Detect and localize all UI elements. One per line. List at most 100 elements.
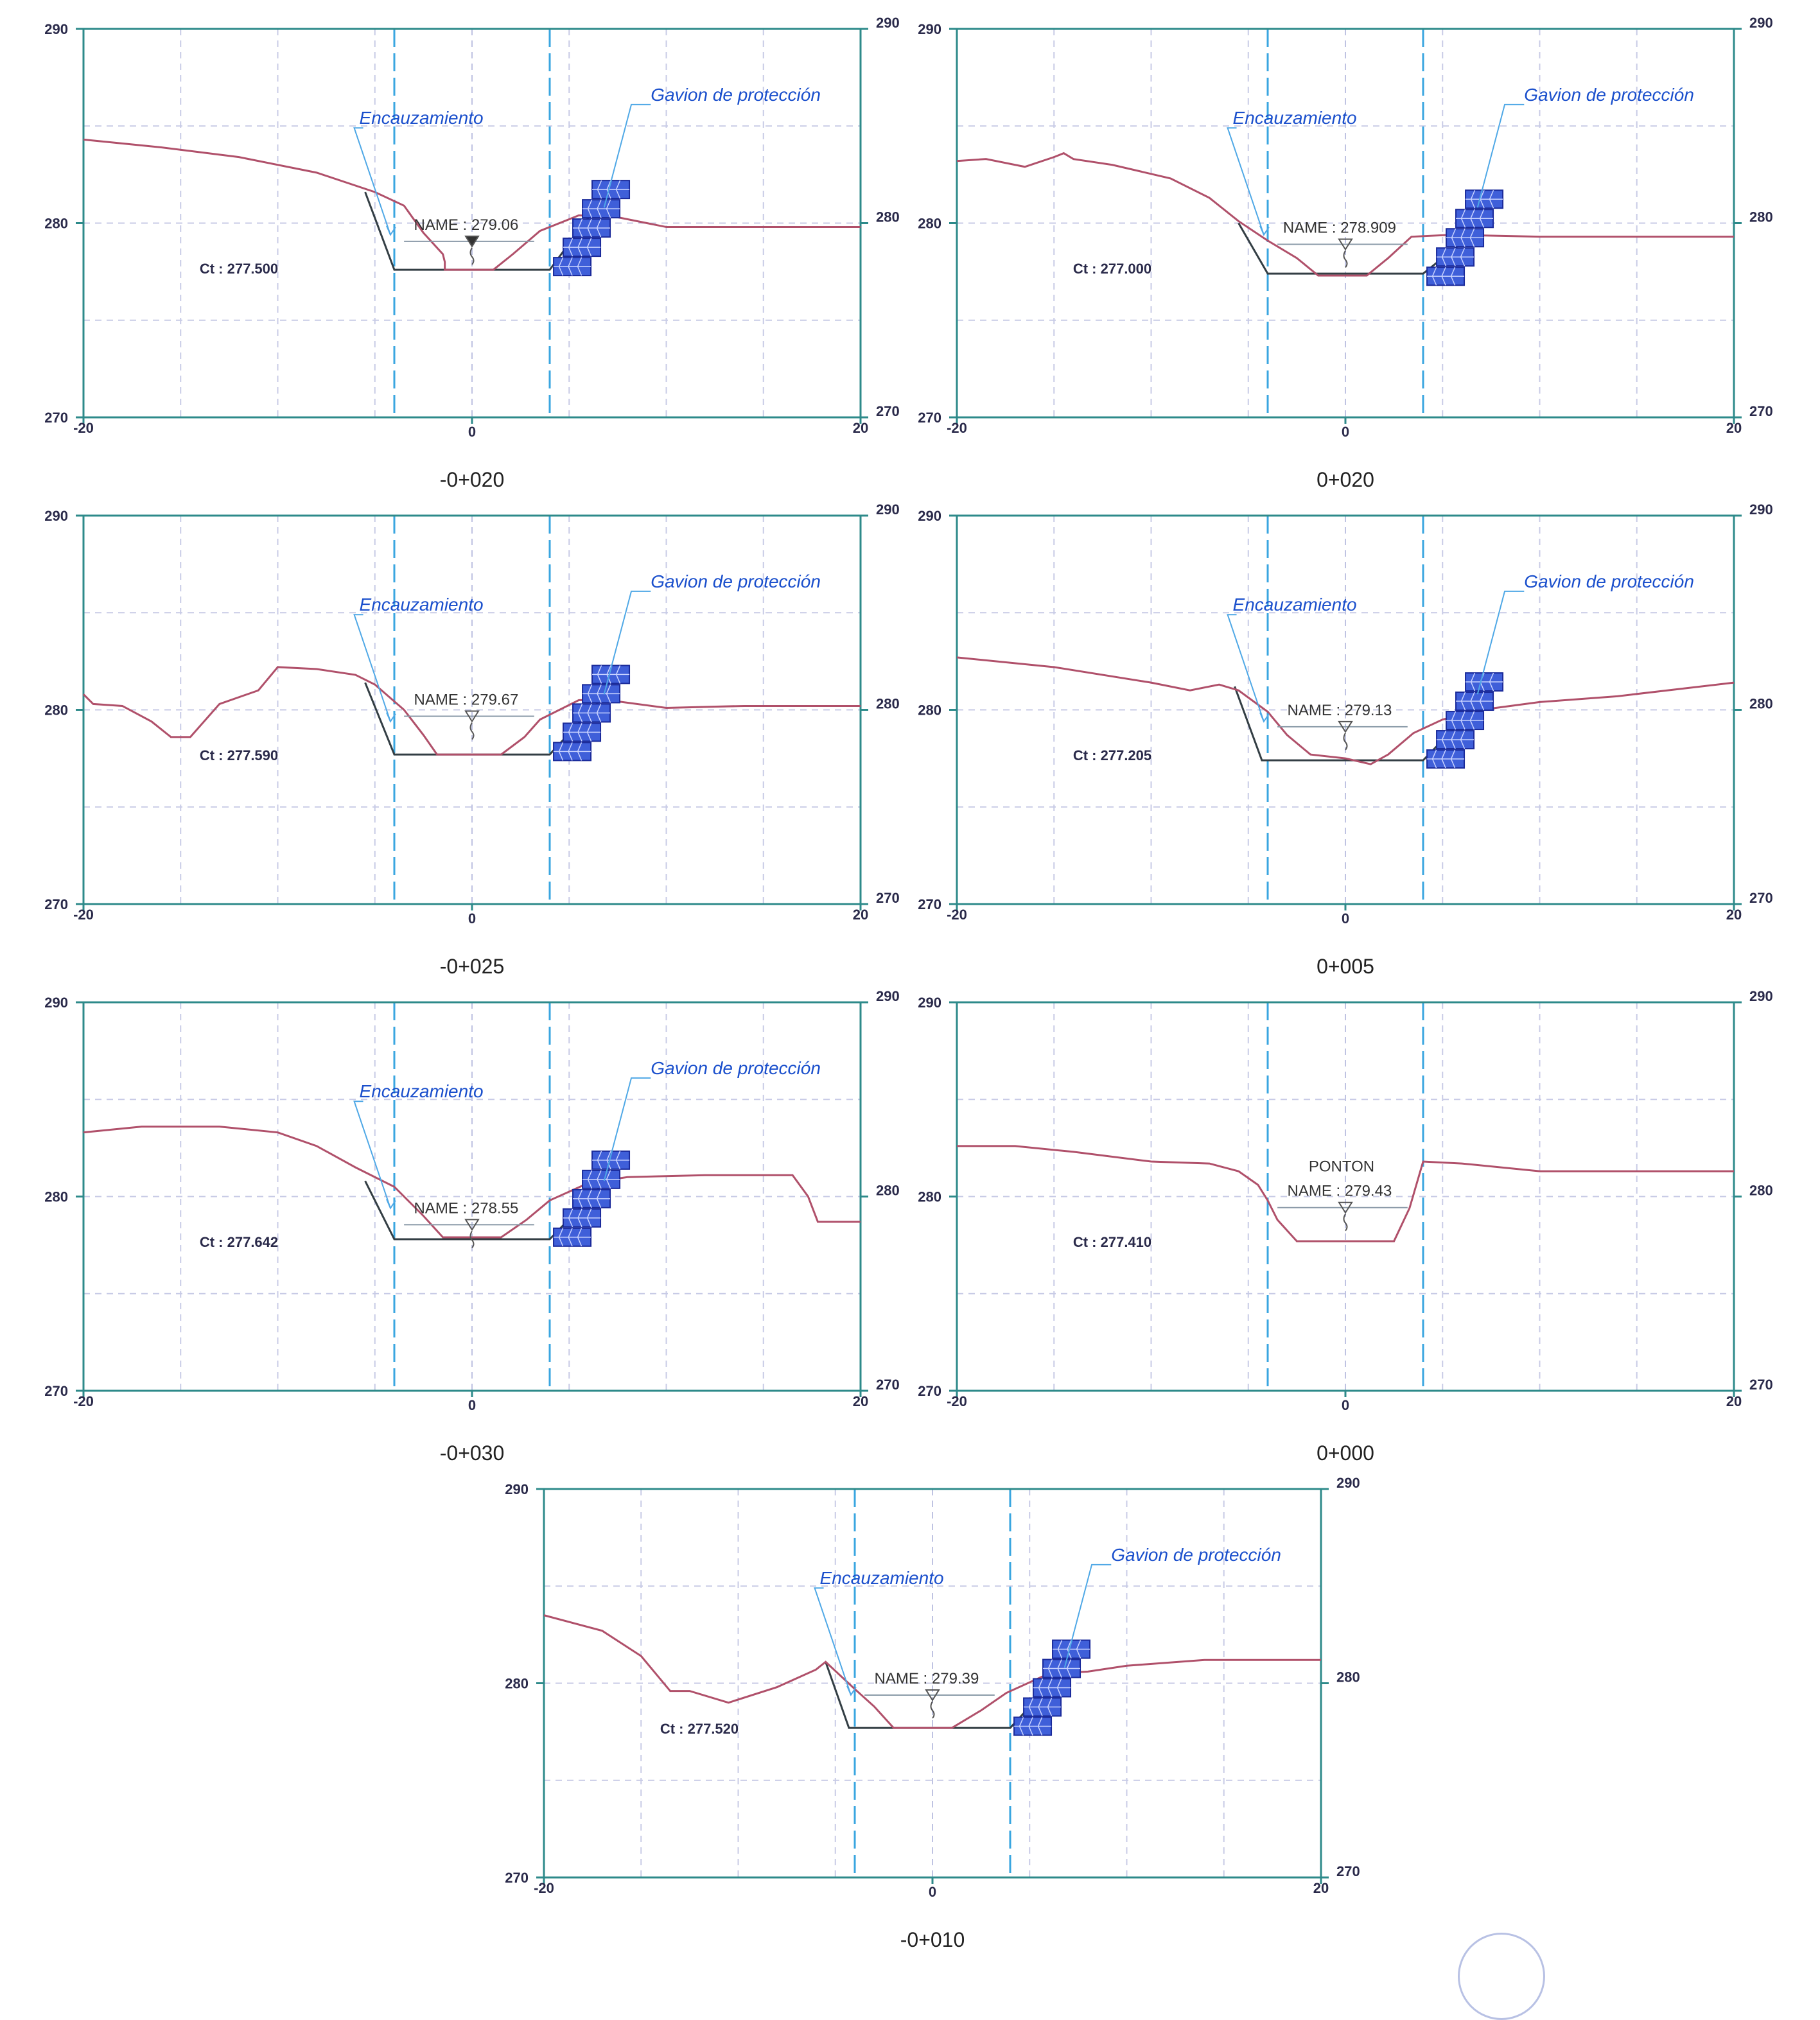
gabion-block [563, 1208, 602, 1228]
x-tick-label: 20 [1726, 907, 1742, 923]
arrow-head-icon [386, 225, 396, 236]
gabion-leader-line [603, 1077, 651, 1181]
y-tick-label-right: 270 [1749, 1377, 1773, 1393]
gabion-block [582, 199, 621, 219]
chart-section-0-000: 270 280 290 270 280 290 -20 0 20 PONTON NAME : 279… [893, 986, 1779, 1465]
x-tick-label: 0 [1342, 424, 1349, 440]
arrow-head-icon [1259, 712, 1270, 723]
bed-level-label: Ct : 277.590 [200, 747, 278, 763]
water-level-icon [1338, 238, 1353, 251]
x-tick-label: 0 [1342, 1397, 1349, 1413]
water-level-wave-icon [930, 1701, 935, 1719]
y-tick-label-right: 280 [1749, 696, 1773, 712]
gabion-block [1426, 266, 1466, 286]
water-level-wave-icon [1343, 250, 1348, 268]
chart-svg: 270 280 290 270 280 290 -20 0 20 NAME : 279.67 Ct … [44, 501, 900, 978]
x-tick-label: 0 [929, 1884, 936, 1900]
y-tick-label-left: 290 [44, 995, 68, 1011]
terrain-profile-line [83, 138, 861, 271]
y-tick-label-right: 290 [1749, 15, 1773, 31]
chart-section-0-020: 270 280 290 270 280 290 -20 0 20 NAME : 278.909 Ct… [893, 13, 1779, 491]
x-tick-label: 20 [1313, 1880, 1329, 1896]
water-level-wave-icon [469, 1230, 475, 1249]
arrow-head-icon [1259, 225, 1270, 236]
water-level-wave-icon [469, 247, 475, 265]
gabion-block [1023, 1697, 1062, 1717]
y-tick-label-left: 270 [44, 410, 68, 426]
gabion-block [1013, 1716, 1053, 1736]
y-tick-label-left: 270 [44, 896, 68, 912]
gabion-block [1446, 711, 1485, 731]
x-tick-label: -20 [947, 907, 967, 923]
y-tick-label-left: 290 [918, 21, 941, 37]
channel-leader-line [353, 614, 391, 722]
gabion-block [1042, 1659, 1081, 1678]
gabion-block [572, 1188, 611, 1208]
gabion-label: Gavion de protección [651, 1058, 821, 1078]
chart-section-minus-0-030: 270 280 290 270 280 290 -20 0 20 NAME : 278.55 Ct … [19, 986, 906, 1465]
y-tick-label-left: 290 [44, 508, 68, 524]
y-tick-label-right: 290 [1749, 501, 1773, 518]
gabion-block [1465, 189, 1504, 209]
gabion-block [1455, 692, 1494, 711]
y-tick-label-left: 280 [918, 702, 941, 718]
gabion-label: Gavion de protección [1111, 1545, 1281, 1565]
y-tick-label-right: 270 [876, 890, 900, 906]
x-tick-label: 20 [853, 1393, 868, 1409]
water-level-icon [464, 1219, 480, 1232]
water-level-icon [464, 235, 480, 248]
water-level-label: NAME : 279.39 [875, 1670, 979, 1687]
water-level-label: NAME : 279.67 [414, 691, 519, 708]
x-tick-label: -20 [947, 420, 967, 436]
gabion-block [1455, 209, 1494, 229]
x-tick-label: 0 [468, 424, 476, 440]
gabion-leader-line [603, 590, 651, 695]
y-tick-label-left: 270 [918, 1383, 941, 1399]
x-tick-label: -20 [73, 420, 94, 436]
bed-level-label: Ct : 277.205 [1073, 747, 1151, 763]
gabion-block [553, 257, 592, 277]
channel-label: Encauzamiento [820, 1568, 944, 1588]
terrain-profile-line [956, 152, 1734, 277]
y-tick-label-right: 280 [876, 1183, 900, 1199]
arrow-head-icon [846, 1685, 857, 1696]
y-tick-label-left: 290 [44, 21, 68, 37]
water-level-label: NAME : 278.55 [414, 1199, 519, 1217]
channel-leader-line [1227, 127, 1264, 235]
section-title: -0+025 [440, 955, 505, 978]
terrain-profile-line [543, 1614, 1321, 1729]
chart-section-minus-0-020: 270 280 290 270 280 290 -20 0 20 NAME : 279.06 Ct … [19, 13, 906, 491]
channel-leader-line [353, 1101, 391, 1208]
water-level-label: NAME : 279.06 [414, 216, 519, 234]
gabion-block [1446, 228, 1485, 248]
x-tick-label: 20 [1726, 1393, 1742, 1409]
section-title: 0+020 [1317, 468, 1374, 491]
channel-label: Encauzamiento [360, 595, 484, 614]
water-level-icon [1338, 1201, 1353, 1214]
gabion-block [1465, 672, 1504, 692]
x-tick-label: -20 [947, 1393, 967, 1409]
chart-section-minus-0-025: 270 280 290 270 280 290 -20 0 20 NAME : 279.67 Ct … [19, 500, 906, 978]
section-title: 0+005 [1317, 955, 1374, 978]
gabion-leader-line [1476, 590, 1525, 695]
gabion-block [553, 1227, 592, 1247]
bed-level-label: Ct : 277.000 [1073, 261, 1151, 277]
x-tick-label: -20 [534, 1880, 554, 1896]
water-level-wave-icon [1343, 1214, 1348, 1232]
gabion-block [553, 742, 592, 762]
y-tick-label-left: 270 [44, 1383, 68, 1399]
water-level-label: NAME : 279.43 [1288, 1183, 1392, 1200]
gabion-block [572, 703, 611, 723]
y-tick-label-left: 290 [918, 508, 941, 524]
gabion-block [1436, 730, 1475, 750]
y-tick-label-right: 290 [876, 15, 900, 31]
gabion-block [572, 218, 611, 238]
x-tick-label: 0 [468, 1397, 476, 1413]
y-tick-label-left: 290 [918, 995, 941, 1011]
y-tick-label-right: 270 [1749, 890, 1773, 906]
stamp-seal [1458, 1933, 1545, 2020]
y-tick-label-right: 280 [876, 209, 900, 225]
channel-leader-line [1227, 614, 1264, 722]
channel-label: Encauzamiento [1233, 108, 1357, 128]
y-tick-label-right: 280 [1336, 1669, 1360, 1685]
